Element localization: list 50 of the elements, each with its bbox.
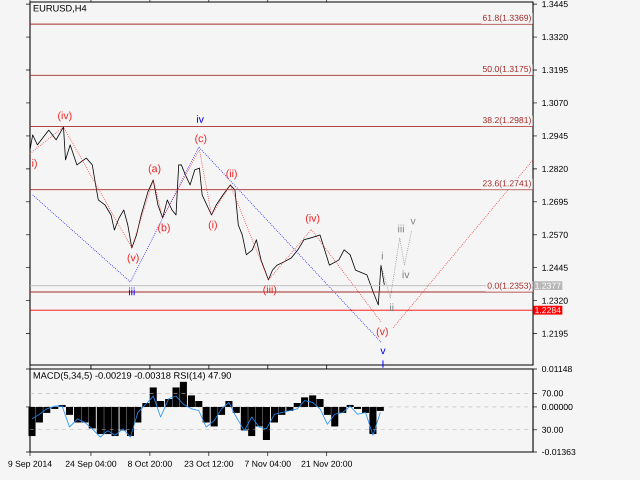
y-tick-label: 1.2945	[542, 132, 568, 139]
y-tick-label: 1.2820	[542, 166, 568, 172]
y2-tick-label: 30.00	[542, 426, 563, 433]
x-tick-label: 23 Oct 12:00	[184, 460, 234, 467]
ref-line-label: 0.0(1.2353)	[488, 282, 531, 290]
annotation: (b)	[158, 223, 170, 234]
annotation: v	[410, 218, 416, 224]
y-tick-label: 1.3195	[542, 66, 568, 74]
ref-line-label: 1.2377	[535, 282, 561, 289]
y-tick-label: 0.00000	[542, 404, 573, 410]
y2-tick-label: 70.00	[542, 390, 563, 396]
ref-line-label: 38.2(1.2981)	[482, 116, 531, 125]
ref-line-label: 23.6(1.2741)	[482, 180, 531, 188]
x-tick-label: 24 Sep 04:00	[66, 460, 116, 469]
ref-line-label: 50.0(1.3175)	[482, 66, 531, 74]
x-tick-label: 21 Nov 20:00	[301, 460, 352, 467]
annotation: iv	[196, 115, 204, 123]
annotation: i	[382, 252, 383, 260]
y-tick-label: 1.3070	[542, 100, 568, 106]
annotation: (ii)	[226, 169, 237, 180]
annotation: (iv)	[306, 214, 320, 224]
ref-line-label: 61.8(1.3369)	[482, 14, 531, 23]
annotation: I	[382, 360, 384, 368]
y-tick-label: 1.2570	[542, 232, 568, 238]
y-tick-label: -0.01363	[542, 448, 576, 456]
y-tick-label: 1.2695	[542, 198, 568, 205]
y-tick-label: 1.2445	[542, 264, 568, 271]
x-tick-label: 9 Sep 2014	[8, 460, 52, 469]
y-tick-label: 1.3445	[542, 1, 568, 8]
annotation: i)	[32, 159, 37, 170]
chart-title: MACD(5,34,5) -0.00219 -0.00318 RSI(14) 47.90	[34, 372, 232, 381]
annotation: (iv)	[58, 111, 72, 122]
y-tick-label: 1.2195	[542, 330, 568, 337]
annotation: v	[380, 348, 386, 354]
y-tick-label: 1.3320	[542, 34, 568, 40]
ref-line-label: 1.2284	[535, 307, 561, 314]
annotation: ii	[390, 303, 394, 312]
annotation: (v)	[376, 327, 388, 338]
line-series	[32, 396, 381, 438]
annotation: (c)	[195, 134, 206, 144]
x-tick-label: 8 Oct 20:00	[128, 460, 172, 467]
chart-title: EURUSD,H4	[34, 4, 86, 13]
x-tick-label: 7 Nov 04:00	[244, 460, 291, 467]
y-tick-label: 1.2320	[542, 298, 568, 304]
annotation: iii	[398, 224, 404, 232]
y-tick-label: 0.01148	[542, 366, 572, 372]
annotation: (v)	[128, 254, 139, 264]
annotation: (a)	[148, 164, 160, 174]
annotation: (i)	[208, 220, 217, 231]
annotation: iv	[402, 270, 410, 278]
